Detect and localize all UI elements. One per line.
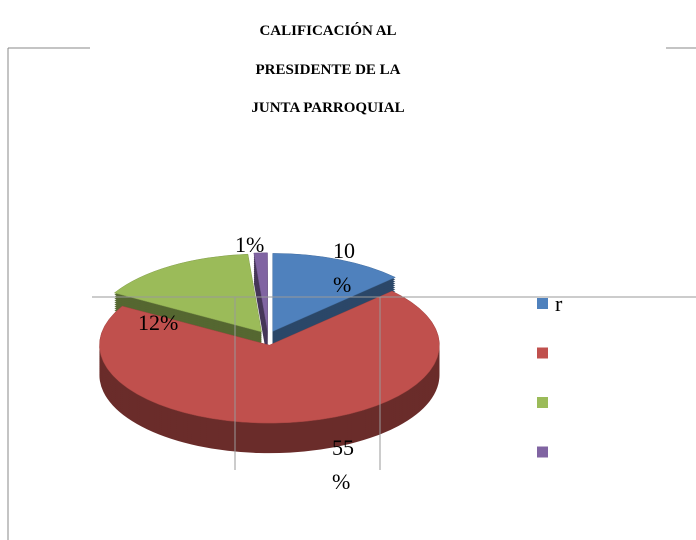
slice xyxy=(272,253,396,332)
legend-swatch xyxy=(537,446,548,458)
slice xyxy=(99,290,440,424)
data-label: 12% xyxy=(138,310,178,335)
chart-title: CALIFICACIÓN AL PRESIDENTE DE LA JUNTA P… xyxy=(251,23,405,116)
pie xyxy=(99,252,440,454)
legend-swatch xyxy=(537,298,548,309)
legend-swatch xyxy=(537,347,548,359)
artifact-lines xyxy=(92,296,696,470)
data-label: 55% xyxy=(332,435,354,494)
slice xyxy=(253,252,268,331)
data-label: 10% xyxy=(333,238,355,297)
frame xyxy=(7,47,696,540)
legend-swatch xyxy=(537,397,548,408)
legend-label: r xyxy=(555,291,563,316)
slice xyxy=(113,253,262,333)
data-labels: 10 % 55 % 12% 1% xyxy=(138,232,355,494)
legend: r xyxy=(537,291,563,458)
data-label: 1% xyxy=(235,232,264,257)
